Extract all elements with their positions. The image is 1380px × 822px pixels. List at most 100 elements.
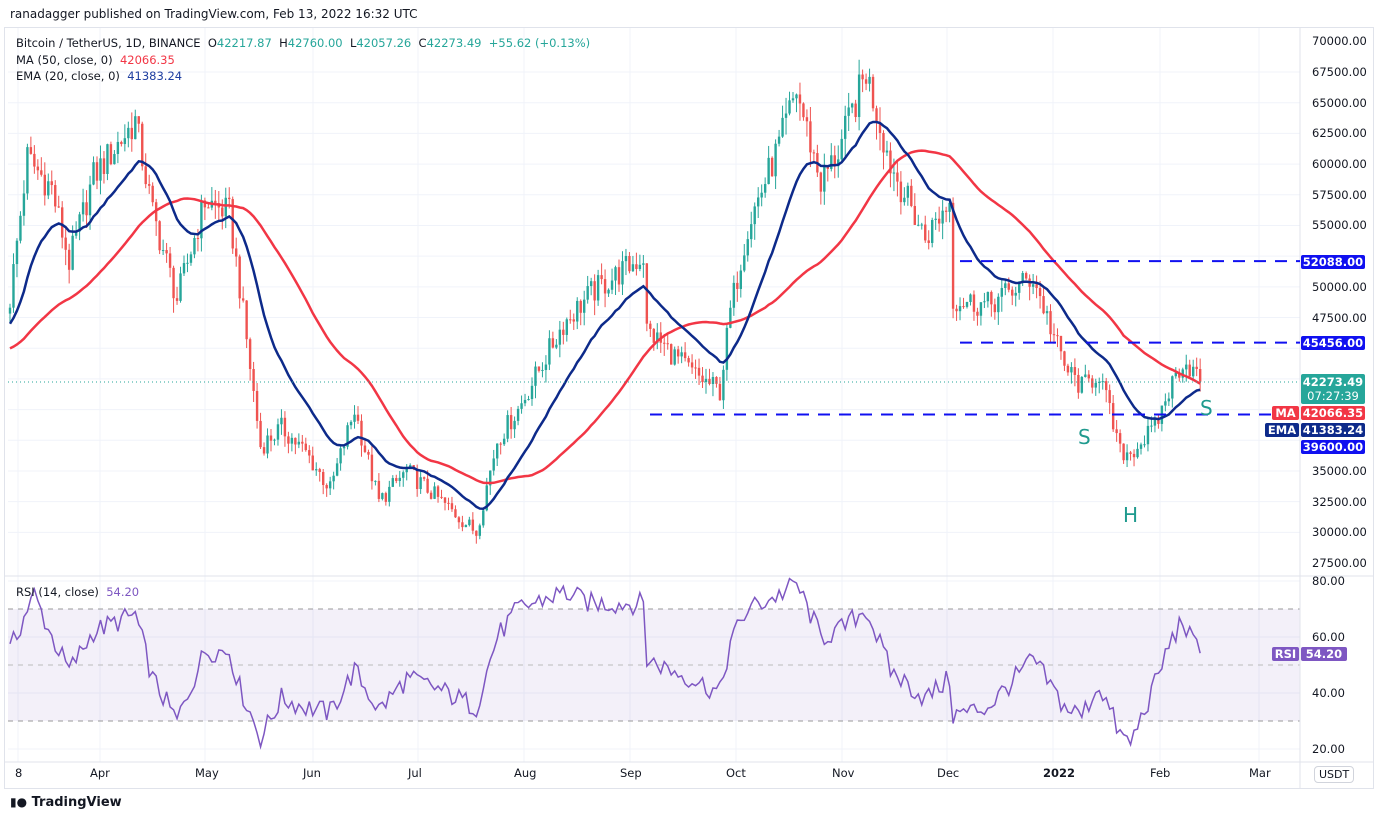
candle-body bbox=[8, 307, 12, 314]
candle-body bbox=[502, 438, 506, 445]
candle-body bbox=[356, 414, 360, 421]
candle-body bbox=[736, 282, 739, 289]
candle-body bbox=[990, 291, 993, 305]
candle-body bbox=[92, 162, 95, 185]
candle-body bbox=[496, 443, 499, 459]
candle-body bbox=[1080, 377, 1084, 393]
ma-price-tag: 42066.35 bbox=[1301, 406, 1365, 420]
candle-body bbox=[1024, 273, 1028, 279]
time-label: Nov bbox=[832, 766, 855, 780]
candle-body bbox=[1018, 281, 1021, 293]
ema-tag-label: EMA bbox=[1265, 423, 1299, 437]
candle-body bbox=[910, 185, 913, 206]
candle-body bbox=[826, 166, 829, 169]
candle-body bbox=[819, 172, 823, 192]
price-tick: 27500.00 bbox=[1312, 556, 1367, 570]
currency-button[interactable]: USDT bbox=[1314, 766, 1355, 783]
candle-body bbox=[673, 349, 676, 365]
candle-body bbox=[530, 385, 534, 400]
candle-body bbox=[683, 352, 687, 359]
ema-20-line bbox=[8, 120, 1201, 511]
time-label: Apr bbox=[90, 766, 110, 780]
candle-body bbox=[405, 468, 408, 473]
candle-body bbox=[1031, 284, 1035, 287]
candle-body bbox=[88, 184, 92, 216]
candle-body bbox=[927, 240, 930, 243]
candle-body bbox=[882, 132, 885, 153]
ma-50-line bbox=[9, 149, 1201, 485]
candle-body bbox=[931, 219, 934, 243]
price-tick: 47500.00 bbox=[1312, 310, 1367, 325]
low-label: L bbox=[349, 36, 357, 50]
legend-rsi[interactable]: RSI (14, close) 54.20 bbox=[16, 585, 139, 599]
candle-body bbox=[711, 377, 715, 384]
candle-body bbox=[551, 338, 555, 348]
candle-body bbox=[71, 235, 74, 270]
candle-body bbox=[161, 250, 165, 252]
candle-body bbox=[770, 157, 774, 177]
candle-body bbox=[276, 424, 280, 440]
candle-body bbox=[589, 281, 593, 287]
candle-body bbox=[746, 239, 749, 256]
candle-body bbox=[245, 300, 248, 340]
candle-body bbox=[489, 470, 492, 486]
candle-body bbox=[262, 447, 266, 454]
candle-body bbox=[1101, 381, 1104, 383]
change-value: +55.62 (+0.13%) bbox=[488, 36, 591, 50]
candle-body bbox=[652, 328, 655, 343]
candle-body bbox=[1073, 367, 1077, 375]
legend-ma[interactable]: MA (50, close, 0) 42066.35 bbox=[16, 53, 175, 67]
candle-body bbox=[172, 267, 175, 299]
candle-body bbox=[457, 517, 461, 523]
tradingview-logo[interactable]: ▮● TradingView bbox=[10, 795, 122, 810]
candle-body bbox=[833, 155, 836, 167]
candle-body bbox=[127, 127, 130, 139]
candle-body bbox=[81, 202, 85, 215]
candle-body bbox=[1105, 381, 1108, 391]
level-39600-tag: 39600.00 bbox=[1301, 440, 1365, 454]
candle-body bbox=[1045, 311, 1049, 314]
candle-body bbox=[102, 158, 106, 174]
candle-body bbox=[1115, 429, 1118, 434]
candle-body bbox=[1004, 283, 1007, 289]
candle-body bbox=[603, 279, 607, 294]
candle-body bbox=[1007, 283, 1010, 290]
candle-body bbox=[106, 144, 109, 174]
candle-body bbox=[596, 275, 600, 301]
candle-body bbox=[565, 319, 568, 335]
candle-body bbox=[231, 199, 234, 249]
candle-body bbox=[57, 206, 60, 208]
candle-body bbox=[537, 366, 541, 371]
candle-body bbox=[332, 475, 335, 482]
candle-body bbox=[499, 443, 502, 445]
candle-body bbox=[374, 480, 377, 482]
candle-body bbox=[440, 496, 443, 498]
candle-body bbox=[750, 224, 753, 240]
candle-body bbox=[1108, 390, 1111, 404]
legend-ema[interactable]: EMA (20, close, 0) 41383.24 bbox=[16, 69, 182, 83]
candle-body bbox=[214, 200, 217, 204]
candle-body bbox=[798, 94, 802, 104]
candle-body bbox=[255, 390, 259, 421]
candle-body bbox=[360, 420, 363, 446]
candle-body bbox=[993, 304, 997, 313]
candle-body bbox=[986, 291, 990, 302]
candle-body bbox=[690, 362, 694, 368]
candle-body bbox=[896, 172, 899, 182]
candle-body bbox=[1077, 374, 1080, 393]
candle-body bbox=[610, 280, 614, 290]
candle-body bbox=[513, 420, 516, 430]
candle-body bbox=[850, 103, 854, 108]
candle-body bbox=[252, 369, 255, 391]
candle-body bbox=[857, 74, 861, 118]
candle-body bbox=[788, 100, 791, 114]
candle-body bbox=[280, 417, 283, 425]
candle-body bbox=[158, 221, 161, 251]
rsi-tick: 80.00 bbox=[1312, 574, 1345, 588]
rsi-value: 54.20 bbox=[106, 585, 140, 599]
price-tick: 57500.00 bbox=[1312, 187, 1367, 202]
candle-body bbox=[179, 273, 182, 301]
candle-body bbox=[1098, 381, 1101, 383]
time-label: Sep bbox=[620, 766, 642, 780]
